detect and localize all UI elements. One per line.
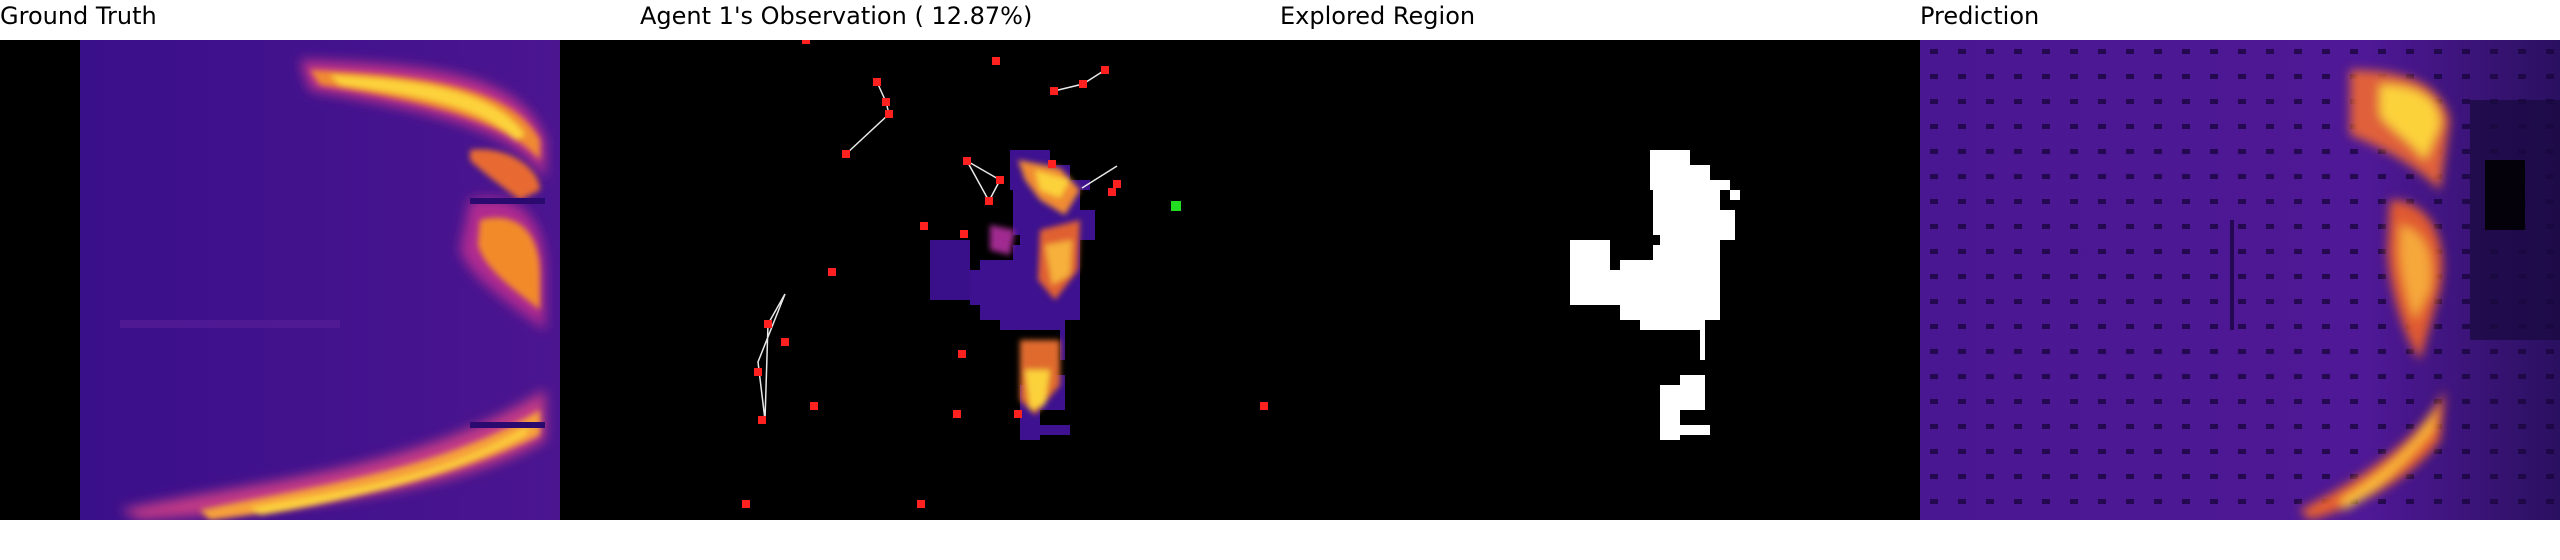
panel-title-ground-truth: Ground Truth bbox=[0, 2, 157, 30]
active-agent-marker bbox=[1171, 201, 1181, 211]
panel-title-explored-region: Explored Region bbox=[1280, 2, 1476, 30]
panel-title-agent-observation: Agent 1's Observation ( 12.87%) bbox=[640, 2, 1033, 30]
panel-title-prediction: Prediction bbox=[1920, 2, 2040, 30]
agent-markers bbox=[742, 40, 1268, 508]
agent-observation-panel bbox=[640, 40, 1280, 520]
ground-truth-panel bbox=[0, 40, 640, 520]
prediction-heatmap bbox=[1920, 40, 2560, 520]
explored-area bbox=[1610, 150, 1735, 440]
agent-observation-map bbox=[742, 40, 1268, 508]
ground-truth-heatmap bbox=[0, 40, 640, 520]
explored-region-panel bbox=[1280, 40, 1920, 520]
explored-region-mask bbox=[1570, 150, 1740, 440]
prediction-panel bbox=[1920, 40, 2560, 520]
observed-region bbox=[930, 150, 1095, 440]
